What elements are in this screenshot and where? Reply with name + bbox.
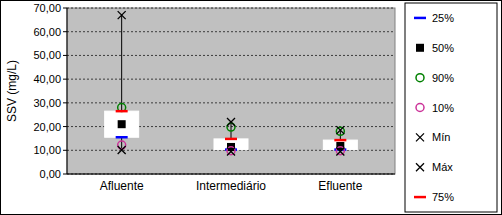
tick-label: 10,00 — [33, 144, 61, 156]
category-label: Intermediário — [196, 179, 266, 193]
y-axis-label: SSV (mg/L) — [5, 60, 19, 122]
legend-label: 50% — [432, 42, 454, 54]
tick-mark — [63, 31, 67, 32]
marker-dash — [414, 17, 426, 20]
tick-mark — [63, 126, 67, 127]
marker-x — [336, 126, 344, 134]
marker-x — [416, 163, 424, 171]
marks — [105, 11, 358, 155]
x-axis — [67, 174, 395, 175]
marker-dash — [334, 139, 346, 142]
marker-x — [118, 146, 126, 154]
legend-label: 90% — [432, 72, 454, 84]
y-axis — [67, 8, 68, 174]
grid-line — [67, 8, 395, 9]
marker-x — [227, 118, 235, 126]
marker-x — [118, 11, 126, 19]
tick-label: 40,00 — [33, 73, 61, 85]
marker-circle — [416, 74, 424, 82]
legend-label: 10% — [432, 102, 454, 114]
legend-label: 25% — [432, 12, 454, 24]
tick-label: 50,00 — [33, 49, 61, 61]
marker-dash — [225, 138, 237, 141]
tick-mark — [63, 150, 67, 151]
marker-square — [416, 44, 424, 52]
grid-line — [67, 102, 395, 103]
marker-x — [416, 133, 424, 141]
legend — [405, 3, 497, 212]
tick-mark — [63, 55, 67, 56]
chart: 0,00 10,00 20,00 30,00 40,00 50,00 60,00 70,00 S… — [0, 0, 502, 215]
tick-label: 30,00 — [33, 97, 61, 109]
box — [323, 140, 357, 149]
marker-x — [336, 147, 344, 155]
chart-frame — [1, 1, 502, 215]
tick-label: 20,00 — [33, 121, 61, 133]
tick-mark — [63, 79, 67, 80]
grid-line — [67, 55, 395, 56]
marker-x — [227, 147, 235, 155]
marker-dash — [414, 196, 426, 199]
tick-label: 70,00 — [33, 2, 61, 14]
tick-mark — [63, 8, 67, 9]
plot-area — [67, 8, 395, 174]
marker-dash — [116, 136, 128, 139]
tick-label: 60,00 — [33, 26, 61, 38]
grid-line — [67, 31, 395, 32]
legend-label: 75% — [432, 191, 454, 203]
marker-circle — [336, 147, 344, 155]
legend-label: Mín — [432, 131, 450, 143]
tick-mark — [63, 102, 67, 103]
grid-line — [67, 79, 395, 80]
legend-label: Máx — [432, 161, 453, 173]
marker-circle — [227, 147, 235, 155]
category-label: Efluente — [318, 179, 362, 193]
marker-circle — [336, 127, 344, 135]
marker-circle — [416, 104, 424, 112]
tick-label: 0,00 — [40, 168, 61, 180]
box — [105, 111, 139, 137]
marker-dash — [116, 110, 128, 113]
marker-square — [118, 120, 126, 128]
tick-mark — [63, 174, 67, 175]
grid-line — [67, 174, 395, 175]
category-label: Afluente — [100, 179, 144, 193]
